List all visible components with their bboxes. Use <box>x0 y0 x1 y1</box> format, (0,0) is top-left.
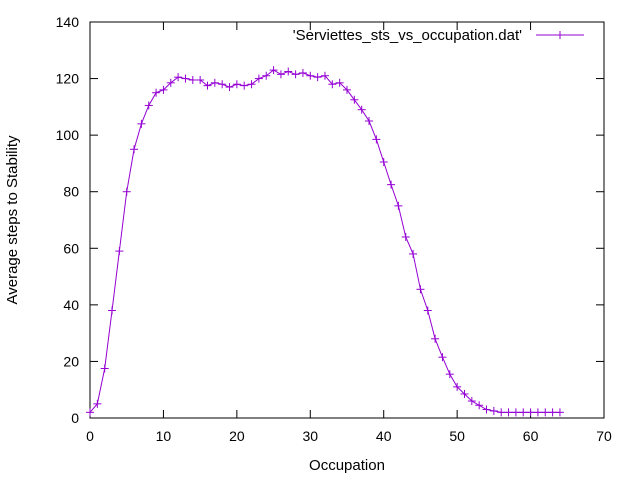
data-point-marker <box>519 408 528 417</box>
x-tick-label: 60 <box>523 428 539 444</box>
data-point-marker <box>475 401 484 410</box>
data-point-marker <box>556 31 564 39</box>
data-point-marker <box>115 247 124 256</box>
data-point-marker <box>166 78 175 87</box>
data-point-marker <box>254 74 263 83</box>
data-point-marker <box>100 364 109 373</box>
data-point-marker <box>269 66 278 75</box>
x-tick-label: 20 <box>229 428 245 444</box>
data-point-marker <box>93 399 102 408</box>
data-point-marker <box>240 81 249 90</box>
data-point-marker <box>438 353 447 362</box>
data-point-marker <box>431 334 440 343</box>
data-point-marker <box>343 85 351 94</box>
y-tick-label: 120 <box>56 71 80 87</box>
data-point-marker <box>533 408 542 417</box>
y-tick-label: 0 <box>71 410 79 426</box>
data-point-marker <box>137 119 146 128</box>
data-point-marker <box>196 75 205 84</box>
data-point-marker <box>247 80 256 89</box>
data-point-marker <box>409 249 418 258</box>
data-point-marker <box>467 397 476 406</box>
data-point-marker <box>387 180 396 189</box>
data-point-marker <box>423 306 432 315</box>
data-point-marker <box>511 408 520 417</box>
data-point-marker <box>181 74 190 83</box>
axis-ticks: 0 10 20 30 40 50 60 70 0 20 40 60 80 100 120 140 <box>56 14 612 444</box>
data-point-marker <box>225 83 234 92</box>
data-point-marker <box>460 389 469 398</box>
x-tick-label: 0 <box>86 428 94 444</box>
y-tick-label: 20 <box>63 353 79 369</box>
data-point-marker <box>130 145 139 154</box>
legend-label: 'Serviettes_sts_vs_occupation.dat' <box>293 27 522 44</box>
data-point-marker <box>526 408 535 417</box>
data-point-marker <box>372 135 381 144</box>
data-point-marker <box>203 81 212 90</box>
data-point-marker <box>489 406 498 415</box>
x-tick-label: 10 <box>156 428 172 444</box>
data-point-marker <box>497 408 506 417</box>
data-point-marker <box>365 117 374 125</box>
series-line <box>89 69 560 413</box>
data-point-marker <box>152 88 161 97</box>
x-tick-label: 70 <box>596 428 612 444</box>
series-markers <box>86 66 564 417</box>
data-point-marker <box>350 95 359 104</box>
y-tick-label: 140 <box>56 14 80 30</box>
data-point-marker <box>108 306 117 315</box>
data-point-marker <box>445 370 454 379</box>
x-axis-title: Occupation <box>309 457 385 474</box>
data-point-marker <box>328 80 337 89</box>
data-point-marker <box>453 382 462 391</box>
x-tick-label: 30 <box>302 428 318 444</box>
data-point-marker <box>159 85 168 94</box>
data-point-marker <box>188 75 197 84</box>
data-point-marker <box>320 71 329 80</box>
data-point-marker <box>218 80 227 89</box>
y-tick-label: 80 <box>63 184 79 200</box>
data-point-marker <box>416 285 425 294</box>
data-point-marker <box>482 405 491 414</box>
plot-frame <box>89 21 605 419</box>
x-tick-label: 50 <box>449 428 465 444</box>
y-axis-title: Average steps to Stability <box>4 135 21 304</box>
data-point-marker <box>313 73 322 82</box>
data-point-marker <box>306 71 315 80</box>
legend: 'Serviettes_sts_vs_occupation.dat' <box>293 27 584 44</box>
data-point-marker <box>504 408 513 417</box>
x-tick-label: 40 <box>376 428 392 444</box>
data-point-marker <box>86 408 94 417</box>
data-point-marker <box>291 70 300 79</box>
y-tick-label: 40 <box>63 297 79 313</box>
data-point-marker <box>298 68 307 77</box>
data-point-marker <box>262 71 271 80</box>
data-point-marker <box>555 408 564 417</box>
data-point-marker <box>232 80 241 89</box>
data-point-marker <box>335 78 344 87</box>
data-point-marker <box>357 105 366 114</box>
y-tick-label: 100 <box>56 127 80 143</box>
data-point-marker <box>174 73 183 82</box>
data-point-marker <box>401 232 410 241</box>
data-point-marker <box>122 187 131 196</box>
y-tick-label: 60 <box>63 240 79 256</box>
data-point-marker <box>379 158 388 167</box>
data-point-marker <box>210 78 219 87</box>
data-point-marker <box>284 67 293 76</box>
data-point-marker <box>541 408 550 417</box>
legend-line-sample <box>536 31 584 39</box>
data-point-marker <box>144 101 153 110</box>
series-layer <box>86 66 564 417</box>
data-point-marker <box>548 408 557 417</box>
data-point-marker <box>394 201 403 210</box>
data-point-marker <box>276 70 285 79</box>
